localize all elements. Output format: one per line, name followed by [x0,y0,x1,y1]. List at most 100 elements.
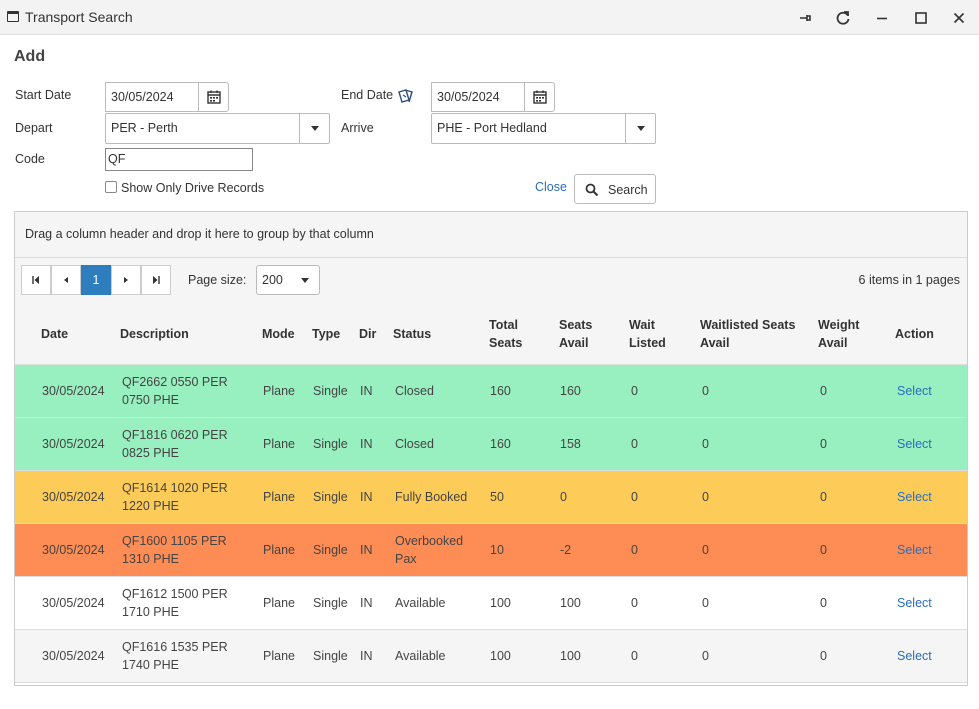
col-waitlisted-seats-avail[interactable]: Waitlisted Seats Avail [700,316,795,352]
close-icon[interactable] [947,6,971,30]
col-type[interactable]: Type [312,327,341,341]
depart-select[interactable]: PER - Perth [105,113,330,144]
prev-page-button[interactable] [51,265,81,295]
start-date-input[interactable]: 30/05/2024 [105,82,199,112]
start-date-calendar-button[interactable] [198,82,229,112]
arrive-label: Arrive [341,121,374,135]
cell-status-line1: Available [395,649,446,663]
cell-status: Closed [395,382,434,400]
end-date-input[interactable]: 30/05/2024 [431,82,525,112]
cell-total-seats: 160 [490,437,511,451]
cell-description-line2: 0750 PHE [122,393,179,407]
page-size-select[interactable]: 200 [256,265,320,295]
cell-mode: Plane [263,596,295,610]
cell-type: Single [313,649,348,663]
grid-header-row: Date Description Mode Type Dir Status To… [15,304,967,365]
select-link[interactable]: Select [897,437,932,451]
cell-type: Single [313,596,348,610]
cell-description: QF1816 0620 PER 0825 PHE [122,426,228,462]
table-row: 30/05/2024 QF1612 1500 PER 1710 PHE Plane Si… [15,577,967,630]
chevron-down-icon[interactable] [625,114,655,143]
cell-mode: Plane [263,384,295,398]
last-page-icon [153,276,160,284]
col-total-seats-line1: Total [489,318,518,332]
col-weight-line2: Avail [818,336,848,350]
refresh-icon[interactable] [831,6,855,30]
col-description[interactable]: Description [120,327,189,341]
cell-type: Single [313,543,348,557]
code-input[interactable]: QF [105,148,253,171]
cell-weight-avail: 0 [820,543,827,557]
cell-description-line1: QF1600 1105 PER [122,534,227,548]
first-page-icon [32,276,39,284]
group-drop-area[interactable]: Drag a column header and drop it here to… [15,212,967,258]
next-page-button[interactable] [111,265,141,295]
close-link[interactable]: Close [535,180,567,194]
show-drive-checkbox[interactable] [105,181,117,193]
col-dir[interactable]: Dir [359,327,377,341]
col-wait-listed[interactable]: Wait Listed [629,316,666,352]
col-wait-listed-line2: Listed [629,336,666,350]
window-title: Transport Search [25,9,133,25]
cell-weight-avail: 0 [820,437,827,451]
col-mode[interactable]: Mode [262,327,295,341]
col-total-seats[interactable]: Total Seats [489,316,522,352]
start-date-label: Start Date [15,88,72,102]
page-1-button[interactable]: 1 [81,265,111,295]
cell-total-seats: 160 [490,384,511,398]
cell-description-line2: 1310 PHE [122,552,179,566]
end-date-calendar-button[interactable] [524,82,555,112]
group-hint: Drag a column header and drop it here to… [25,227,374,241]
col-wl-line1: Waitlisted Seats [700,318,796,332]
select-link[interactable]: Select [897,543,932,557]
cell-dir: IN [360,437,373,451]
select-link[interactable]: Select [897,649,932,663]
cell-status: Available [395,594,446,612]
transport-grid: Drag a column header and drop it here to… [14,211,968,686]
cell-status-line1: Available [395,596,446,610]
select-link[interactable]: Select [897,490,932,504]
maximize-icon[interactable] [909,6,933,30]
cell-type: Single [313,437,348,451]
first-page-button[interactable] [21,265,51,295]
page-size-label: Page size: [188,273,247,287]
cell-seats-avail: 100 [560,596,581,610]
cell-weight-avail: 0 [820,384,827,398]
col-date[interactable]: Date [41,327,69,341]
col-seats-avail[interactable]: Seats Avail [559,316,592,352]
table-row: 30/05/2024 QF1600 1105 PER 1310 PHE Plane Si… [15,524,967,577]
table-row: 30/05/2024 QF2662 0550 PER 0750 PHE Plane Si… [15,365,967,418]
cell-date: 30/05/2024 [42,596,105,610]
select-link[interactable]: Select [897,596,932,610]
cell-total-seats: 10 [490,543,504,557]
section-title: Add [14,48,46,65]
col-wl-line2: Avail [700,336,730,350]
table-row: 30/05/2024 QF1816 0620 PER 0825 PHE Plane Si… [15,418,967,471]
cell-dir: IN [360,649,373,663]
minimize-icon[interactable] [870,6,894,30]
calendar-icon [532,90,547,104]
next-page-icon [124,277,128,283]
table-row: 30/05/2024 QF1614 1020 PER 1220 PHE Plane Si… [15,471,967,524]
table-row: 30/05/2024 QF1616 1535 PER 1740 PHE Plane Si… [15,630,967,683]
cell-total-seats: 50 [490,490,504,504]
last-page-button[interactable] [141,265,171,295]
pin-icon[interactable] [793,6,817,30]
cell-waitlisted-seats-avail: 0 [702,490,709,504]
col-status[interactable]: Status [393,327,432,341]
cell-seats-avail: 158 [560,437,581,451]
cell-description-line2: 1710 PHE [122,605,179,619]
items-info: 6 items in 1 pages [858,273,960,287]
cell-description-line1: QF1816 0620 PER [122,428,228,442]
cell-status-line1: Fully Booked [395,490,468,504]
cell-wait-listed: 0 [631,490,638,504]
search-button[interactable]: Search [574,174,656,204]
col-weight-avail[interactable]: Weight Avail [818,316,859,352]
cell-date: 30/05/2024 [42,543,105,557]
link-dates-icon[interactable] [397,88,417,107]
arrive-select[interactable]: PHE - Port Hedland [431,113,656,144]
cell-waitlisted-seats-avail: 0 [702,437,709,451]
cell-dir: IN [360,543,373,557]
chevron-down-icon[interactable] [299,114,329,143]
select-link[interactable]: Select [897,384,932,398]
